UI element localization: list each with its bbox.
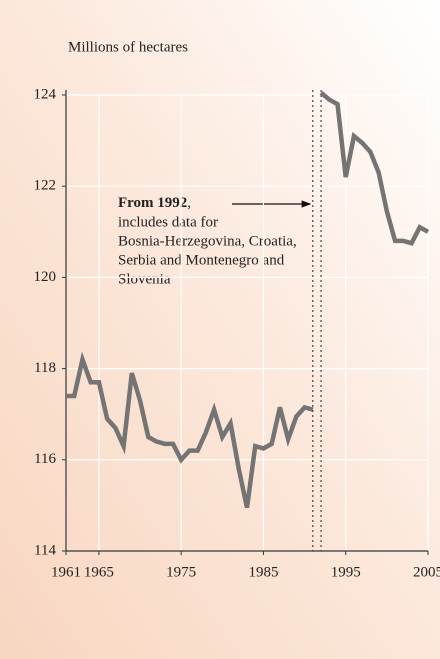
annotation-line: Serbia and Montenegro and bbox=[118, 252, 285, 268]
y-axis-title: Millions of hectares bbox=[68, 39, 188, 55]
annotation-lead-rest: , bbox=[187, 195, 191, 211]
y-tick-label: 122 bbox=[34, 178, 57, 194]
x-tick-label: 1985 bbox=[248, 564, 278, 580]
x-tick-label: 1961 bbox=[51, 564, 81, 580]
y-tick-label: 114 bbox=[34, 542, 56, 558]
x-tick-label: 1995 bbox=[331, 564, 361, 580]
annotation-text: From 1992, bbox=[118, 195, 191, 211]
annotation-lead: From 1992 bbox=[118, 195, 187, 211]
y-tick-label: 116 bbox=[34, 451, 56, 467]
x-tick-label: 2005 bbox=[413, 564, 440, 580]
x-tick-label: 1965 bbox=[84, 564, 114, 580]
annotation: From 1992, includes data for Bosnia-Herze… bbox=[118, 195, 312, 287]
annotation-line: Slovenia bbox=[118, 271, 171, 287]
y-tick-label: 118 bbox=[34, 360, 56, 376]
line bbox=[319, 90, 430, 246]
line bbox=[66, 351, 314, 509]
annotation-line: Bosnia-Herzegovina, Croatia, bbox=[118, 233, 297, 249]
x-tick-label: 1975 bbox=[166, 564, 196, 580]
y-tick-label: 124 bbox=[34, 86, 57, 102]
y-tick-label: 120 bbox=[34, 269, 57, 285]
annotation-line: includes data for bbox=[118, 214, 218, 230]
